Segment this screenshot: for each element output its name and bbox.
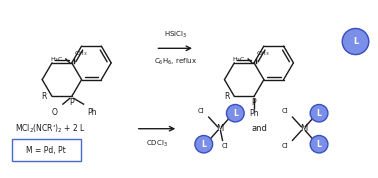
- Circle shape: [344, 30, 367, 53]
- Circle shape: [310, 104, 328, 122]
- Text: O: O: [52, 108, 58, 117]
- Text: CDCl$_3$: CDCl$_3$: [146, 138, 167, 149]
- Text: L: L: [201, 140, 206, 149]
- Circle shape: [195, 135, 213, 153]
- Text: L: L: [353, 37, 358, 46]
- Text: L: L: [317, 140, 322, 149]
- Circle shape: [342, 28, 369, 55]
- Text: C$_6$H$_6$, reflux: C$_6$H$_6$, reflux: [153, 57, 197, 67]
- Text: Cl: Cl: [282, 143, 288, 149]
- Text: P: P: [252, 98, 256, 107]
- Text: P: P: [70, 98, 74, 107]
- Text: MCl$_2$(NCR’)$_2$ + 2 L: MCl$_2$(NCR’)$_2$ + 2 L: [15, 122, 85, 135]
- Text: R: R: [224, 92, 229, 101]
- Text: Ph: Ph: [249, 109, 259, 118]
- Circle shape: [310, 135, 328, 153]
- Text: H$_3$C: H$_3$C: [50, 56, 64, 64]
- Text: Cl: Cl: [198, 108, 205, 114]
- Text: and: and: [251, 124, 267, 133]
- Text: Ph: Ph: [88, 108, 97, 117]
- Circle shape: [226, 104, 244, 122]
- Text: M = Pd, Pt: M = Pd, Pt: [26, 146, 66, 155]
- Text: CH$_3$: CH$_3$: [256, 49, 270, 58]
- Text: M: M: [300, 124, 307, 133]
- Text: R: R: [42, 92, 47, 101]
- Text: M: M: [216, 124, 223, 133]
- Text: HSiCl$_3$: HSiCl$_3$: [164, 29, 187, 40]
- Text: H$_3$C: H$_3$C: [232, 56, 246, 64]
- Text: Cl: Cl: [282, 108, 288, 114]
- Text: L: L: [233, 109, 238, 118]
- Text: CH$_3$: CH$_3$: [74, 49, 87, 58]
- Text: L: L: [317, 109, 322, 118]
- Text: Cl: Cl: [222, 143, 228, 149]
